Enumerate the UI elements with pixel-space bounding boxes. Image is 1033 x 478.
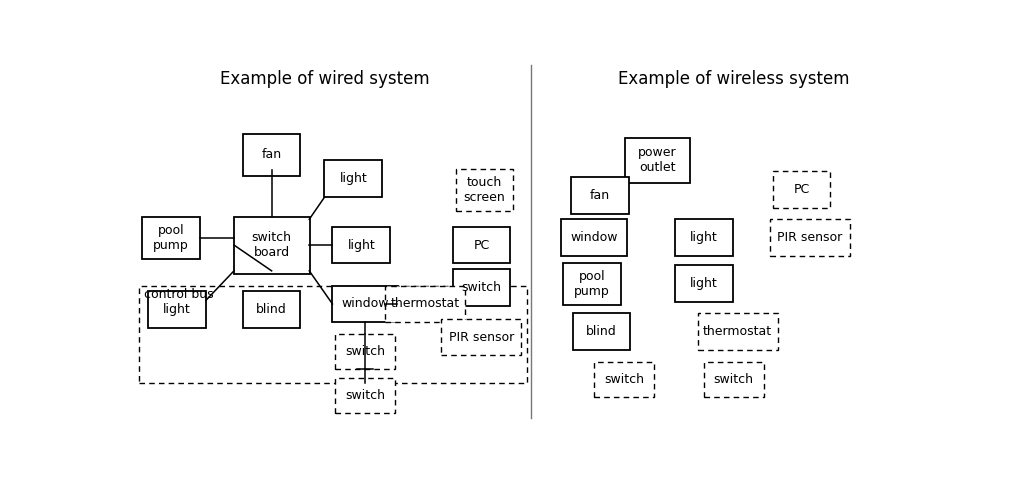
Bar xyxy=(676,265,732,302)
Bar xyxy=(773,172,831,208)
Text: pool
pump: pool pump xyxy=(153,224,189,252)
Text: blind: blind xyxy=(586,325,617,338)
Text: fan: fan xyxy=(590,189,609,202)
Text: switch: switch xyxy=(604,373,644,386)
Text: PIR sensor: PIR sensor xyxy=(448,331,514,344)
Bar xyxy=(572,313,630,350)
Text: light: light xyxy=(347,239,375,251)
Text: switch
board: switch board xyxy=(252,231,291,259)
Text: PC: PC xyxy=(793,184,810,196)
Text: switch: switch xyxy=(462,281,501,294)
Bar xyxy=(562,219,627,256)
Bar xyxy=(571,177,629,214)
Text: light: light xyxy=(163,303,191,316)
Bar xyxy=(333,227,390,263)
Bar xyxy=(626,138,690,183)
Bar xyxy=(697,313,778,350)
Text: switch: switch xyxy=(714,373,753,386)
Bar xyxy=(594,362,654,397)
Text: window: window xyxy=(570,231,618,244)
Bar xyxy=(452,227,510,263)
Text: thermostat: thermostat xyxy=(703,325,772,338)
Text: switch: switch xyxy=(345,390,385,402)
Text: control bus: control bus xyxy=(144,288,213,301)
Bar xyxy=(336,334,396,369)
Bar xyxy=(336,379,396,413)
Bar xyxy=(243,134,301,176)
Text: pool
pump: pool pump xyxy=(574,270,609,298)
Text: Example of wireless system: Example of wireless system xyxy=(618,70,849,88)
Text: touch
screen: touch screen xyxy=(464,176,505,204)
Text: switch: switch xyxy=(345,345,385,358)
Text: blind: blind xyxy=(256,303,287,316)
Bar xyxy=(333,285,398,322)
Text: PIR sensor: PIR sensor xyxy=(777,231,842,244)
Bar xyxy=(770,219,850,256)
Text: PC: PC xyxy=(473,239,490,251)
Bar xyxy=(324,161,382,197)
Bar xyxy=(142,217,199,259)
Bar xyxy=(149,291,206,328)
Bar xyxy=(452,269,510,306)
Bar xyxy=(563,262,621,305)
Text: window: window xyxy=(342,297,389,310)
Bar xyxy=(703,362,763,397)
Text: thermostat: thermostat xyxy=(390,297,460,310)
Text: Example of wired system: Example of wired system xyxy=(220,70,430,88)
Text: light: light xyxy=(340,173,367,185)
Text: fan: fan xyxy=(261,148,282,162)
Bar xyxy=(676,219,732,256)
Text: power
outlet: power outlet xyxy=(638,146,677,174)
Text: light: light xyxy=(690,231,718,244)
Text: light: light xyxy=(690,277,718,290)
Bar xyxy=(385,285,466,322)
Bar xyxy=(233,217,310,273)
Bar xyxy=(456,169,513,211)
Bar xyxy=(243,291,301,328)
Bar xyxy=(138,285,527,383)
Bar xyxy=(441,319,522,356)
